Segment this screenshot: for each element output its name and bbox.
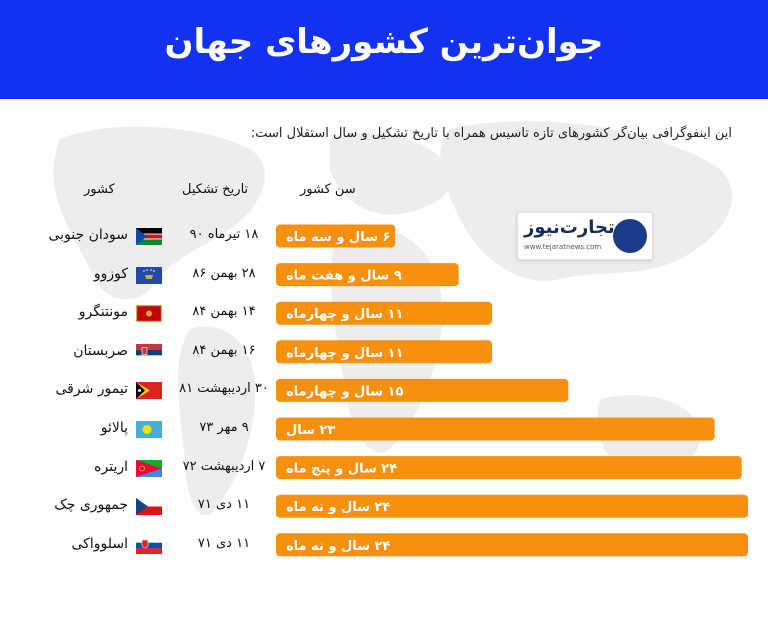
age-bar (276, 533, 748, 557)
age-bar (276, 417, 715, 441)
age-bar (276, 378, 569, 402)
logo-mark-icon (613, 219, 647, 253)
country-name: پالائو (100, 420, 128, 436)
establishment-date: ۱۶ بهمن ۸۴ (192, 342, 256, 358)
page-title: جوان‌ترین کشورهای جهان (164, 22, 604, 62)
palau-flag-icon (136, 421, 162, 438)
column-header-age: سن کشور (300, 182, 356, 197)
age-label: ۱۱ سال و چهارماه (286, 307, 403, 322)
logo-name: تجارت‌نیوز (524, 217, 615, 238)
country-name: سودان جنوبی (48, 227, 129, 243)
establishment-date: ۹ مهر ۷۳ (199, 420, 249, 435)
establishment-date: ۱۴ بهمن ۸۴ (192, 304, 256, 320)
czech-flag-icon (136, 498, 162, 516)
east-timor-flag-icon (136, 382, 162, 400)
country-name: اریتره (94, 458, 128, 475)
slovakia-flag-icon (136, 536, 162, 554)
country-name: جمهوری چک (54, 497, 128, 514)
montenegro-flag-icon (136, 305, 162, 323)
intro-text: این اینفوگرافی بیان‌گر کشورهای تازه تاسی… (250, 126, 732, 141)
age-label: ۲۴ سال و پنج ماه (286, 462, 397, 477)
country-name: مونتنگرو (78, 304, 128, 321)
country-name: اسلوواکی (71, 535, 128, 552)
age-label: ۹ سال و هفت ماه (286, 269, 402, 284)
column-header-date: تاریخ تشکیل (182, 182, 249, 197)
establishment-date: ۱۱ دی ۷۱ (197, 535, 251, 551)
age-label: ۶ سال و سه ماه (286, 230, 390, 245)
age-label: ۲۴ سال و نه ماه (286, 539, 390, 554)
age-label: ۲۳ سال (286, 423, 335, 438)
establishment-date: ۲۸ بهمن ۸۶ (192, 265, 256, 281)
country-name: صربستان (73, 342, 128, 359)
serbia-flag-icon (136, 343, 162, 361)
age-bar (276, 456, 742, 480)
age-label: ۱۵ سال و چهارماه (286, 384, 403, 399)
kosovo-flag-icon (136, 266, 162, 284)
column-header-country: کشور (84, 182, 115, 197)
establishment-date: ۳۰ اردیبهشت ۸۱ (179, 381, 269, 397)
header-banner: جوان‌ترین کشورهای جهان (0, 0, 768, 99)
south-sudan-flag-icon (136, 228, 162, 245)
establishment-date: ۷ اردیبهشت ۷۲ (182, 458, 266, 474)
tejaratnews-logo: تجارت‌نیوز www.tejaratnews.com (517, 212, 653, 260)
country-name: کوزوو (93, 265, 128, 282)
age-label: ۲۴ سال و نه ماه (286, 500, 390, 515)
eritrea-flag-icon (136, 459, 162, 477)
establishment-date: ۱۸ تیرماه ۹۰ (189, 227, 259, 242)
age-bar (276, 494, 748, 518)
age-bar (276, 263, 459, 287)
establishment-date: ۱۱ دی ۷۱ (197, 497, 251, 513)
age-bar (276, 224, 396, 248)
age-bar (276, 340, 493, 364)
country-name: تیمور شرقی (55, 381, 128, 398)
age-bar (276, 301, 493, 325)
logo-url: www.tejaratnews.com (524, 243, 602, 251)
age-label: ۱۱ سال و چهارماه (286, 346, 403, 361)
